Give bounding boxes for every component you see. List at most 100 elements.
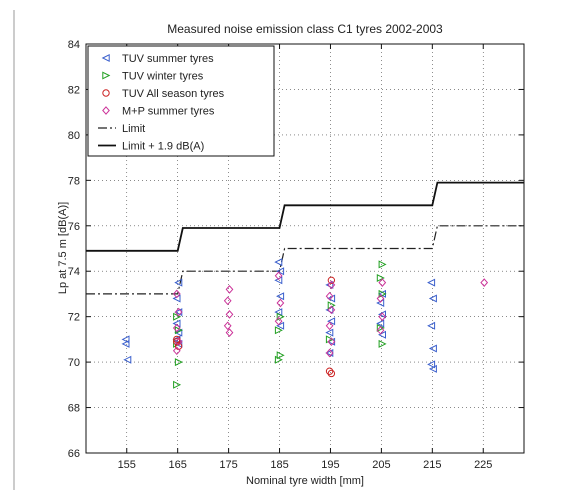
tuv-summer-tyres-point xyxy=(376,298,385,308)
tuv-summer-tyres-point xyxy=(428,364,437,373)
tuv-summer-tyres-point xyxy=(172,294,181,303)
tuv-winter-tyres-point xyxy=(274,355,283,364)
tuv-summer-tyres-point xyxy=(325,348,334,358)
tuv-winter-tyres-point xyxy=(274,326,283,335)
m-p-summer-tyres-point xyxy=(172,323,181,333)
legend-box xyxy=(87,45,275,157)
tuv-all-season-tyres-point xyxy=(325,367,334,375)
x-tick-label: 155 xyxy=(118,459,136,471)
m-p-summer-tyres-point xyxy=(376,325,385,335)
m-p-summer-tyres-point xyxy=(172,346,181,356)
tuv-summer-tyres-point xyxy=(377,330,386,339)
tuv-summer-tyres-point xyxy=(174,328,183,337)
tuv-summer-tyres-point xyxy=(428,294,437,303)
legend: TUV summer tyres TUV winter tyres TUV All … xyxy=(87,45,275,157)
tuv-summer-tyres-point xyxy=(427,360,436,369)
tuv-winter-tyres-point xyxy=(378,260,387,269)
m-p-summer-tyres-point xyxy=(223,321,232,331)
x-tick-label: 185 xyxy=(270,459,288,471)
chart-title: Measured noise emission class C1 tyres 2… xyxy=(167,22,443,36)
m-p-summer-tyres-point xyxy=(325,291,334,301)
m-p-summer-tyres-point xyxy=(174,307,183,317)
x-axis-label: Nominal tyre width [mm] xyxy=(246,475,364,487)
tuv-summer-tyres-point xyxy=(274,276,283,285)
m-p-summer-tyres-point xyxy=(172,289,181,299)
tuv-winter-tyres-point xyxy=(174,358,183,367)
y-tick-label: 84 xyxy=(68,39,80,51)
tuv-all-season-tyres-point xyxy=(327,369,336,378)
tuv-summer-tyres-point xyxy=(123,355,132,364)
tuv-winter-tyres-point xyxy=(276,312,285,321)
x-tick-label: 165 xyxy=(168,459,186,471)
tuv-winter-tyres-point xyxy=(173,380,182,389)
tuv-winter-tyres-point xyxy=(325,335,334,344)
limit-plus-line xyxy=(86,181,524,252)
m-p-summer-tyres-point xyxy=(327,305,336,315)
m-p-summer-tyres-point xyxy=(223,296,232,306)
tuv-winter-tyres-point xyxy=(378,339,387,348)
tuv-summer-tyres-point xyxy=(172,319,181,328)
legend-marker xyxy=(102,106,110,115)
tuv-summer-tyres-point xyxy=(427,321,436,330)
m-p-summer-tyres-point xyxy=(225,328,234,337)
m-p-summer-tyres-point xyxy=(274,316,283,326)
m-p-summer-tyres-point xyxy=(480,278,489,287)
axis-ticks: 155 165 175 185 195 205 215 225 66 68 70 72 74 76 78 80… xyxy=(68,39,524,471)
m-p-summer-tyres-point xyxy=(378,278,387,287)
tuv-summer-tyres-point xyxy=(327,317,336,326)
y-tick-label: 80 xyxy=(68,130,80,142)
m-p-summer-tyres-point xyxy=(378,312,387,322)
x-tick-label: 215 xyxy=(423,459,441,471)
m-p-summer-tyres-point xyxy=(274,271,283,281)
tuv-summer-tyres-point xyxy=(174,278,183,287)
legend-entry: TUV All season tyres xyxy=(122,88,225,100)
x-tick-label: 195 xyxy=(321,459,339,471)
tuv-summer-tyres-point xyxy=(121,339,130,348)
tuv-winter-tyres-point xyxy=(378,289,387,298)
data-points xyxy=(121,258,489,389)
y-tick-label: 82 xyxy=(68,84,80,96)
limit-line xyxy=(86,225,524,295)
y-tick-label: 70 xyxy=(68,357,80,369)
legend-entry: TUV summer tyres xyxy=(122,53,214,65)
tuv-all-season-tyres-point xyxy=(327,276,336,285)
tuv-summer-tyres-point xyxy=(276,321,285,330)
tuv-summer-tyres-point xyxy=(121,335,130,344)
y-tick-label: 78 xyxy=(68,175,80,187)
legend-entry: M+P summer tyres xyxy=(122,106,215,118)
limit-lines xyxy=(86,181,524,295)
tuv-summer-tyres-point xyxy=(274,258,283,267)
tuv-winter-tyres-point xyxy=(276,351,285,360)
plot-frame xyxy=(85,43,525,454)
y-axis-label: Lp at 7.5 m [dB(A)] xyxy=(57,202,69,294)
m-p-summer-tyres-point xyxy=(276,298,285,308)
y-tick-label: 66 xyxy=(68,448,80,460)
tuv-summer-tyres-point xyxy=(427,278,436,287)
legend-entry: Limit xyxy=(122,123,145,135)
tuv-summer-tyres-point xyxy=(376,319,385,328)
tuv-summer-tyres-point xyxy=(327,294,336,303)
legend-marker xyxy=(102,89,110,97)
y-tick-label: 74 xyxy=(68,266,80,278)
m-p-summer-tyres-point xyxy=(325,321,334,331)
legend-entry: TUV winter tyres xyxy=(122,71,204,83)
m-p-summer-tyres-point xyxy=(225,285,234,294)
tuv-summer-tyres-point xyxy=(276,267,285,276)
legend-marker xyxy=(102,71,111,80)
x-tick-label: 225 xyxy=(474,459,492,471)
tuv-winter-tyres-point xyxy=(173,312,182,321)
m-p-summer-tyres-point xyxy=(376,294,385,303)
legend-entry: Limit + 1.9 dB(A) xyxy=(122,141,204,153)
m-p-summer-tyres-point xyxy=(174,337,183,347)
tuv-summer-tyres-point xyxy=(276,292,285,301)
m-p-summer-tyres-point xyxy=(327,280,336,290)
y-tick-label: 76 xyxy=(68,221,80,233)
tuv-winter-tyres-point xyxy=(376,273,385,283)
y-tick-label: 68 xyxy=(68,403,80,415)
m-p-summer-tyres-point xyxy=(327,337,336,347)
m-p-summer-tyres-point xyxy=(225,310,234,319)
tuv-summer-tyres-point xyxy=(428,344,437,353)
legend-marker xyxy=(101,53,110,63)
m-p-summer-tyres-point xyxy=(325,348,334,358)
